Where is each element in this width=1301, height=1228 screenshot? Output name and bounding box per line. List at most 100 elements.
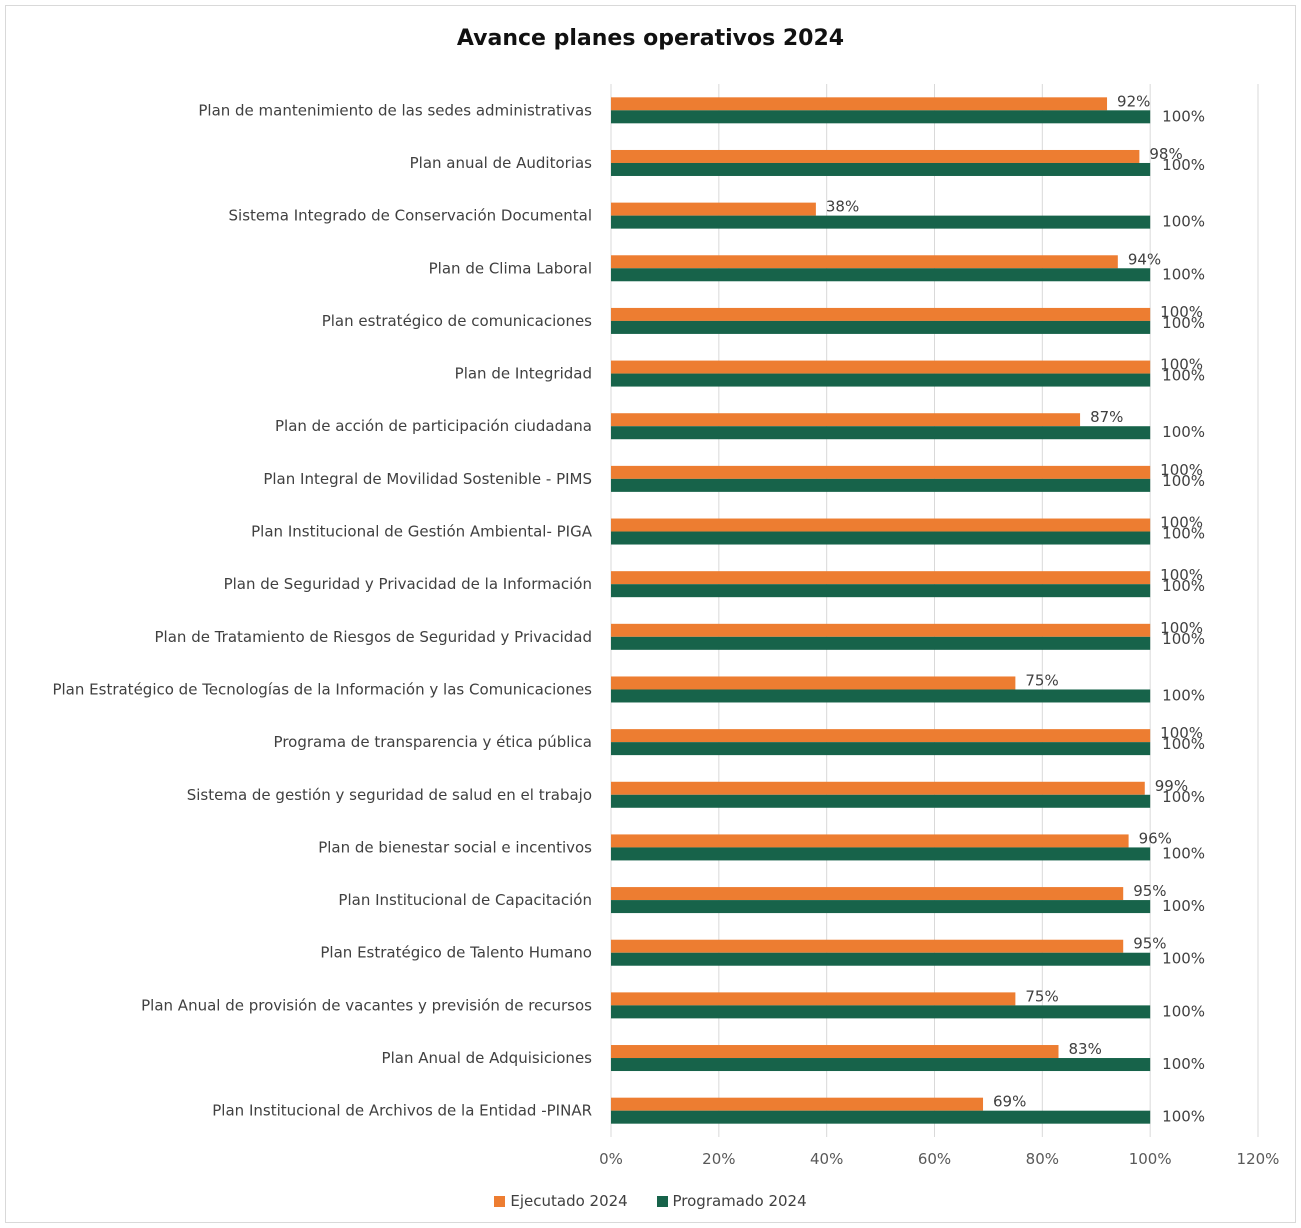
- bar-programado-4: [611, 320, 1151, 334]
- value-label-programado-10: 100%: [1162, 630, 1205, 648]
- bar-programado-16: [611, 952, 1151, 966]
- x-tick-label-0: 0%: [599, 1150, 623, 1168]
- bar-ejecutado-19: [611, 1097, 984, 1111]
- category-label-0: Plan de mantenimiento de las sedes admin…: [198, 101, 592, 119]
- bar-programado-14: [611, 847, 1151, 861]
- legend-item-programado: Programado 2024: [656, 1191, 807, 1210]
- category-label-12: Programa de transparencia y ética públic…: [274, 733, 592, 751]
- bar-ejecutado-18: [611, 1045, 1059, 1059]
- value-label-programado-13: 100%: [1162, 788, 1205, 806]
- value-label-programado-8: 100%: [1162, 525, 1205, 543]
- bar-ejecutado-15: [611, 887, 1124, 901]
- bar-ejecutado-7: [611, 465, 1151, 479]
- x-tick-label-4: 80%: [1026, 1150, 1059, 1168]
- value-label-programado-14: 100%: [1162, 844, 1205, 862]
- legend-swatch-programado: [656, 1195, 668, 1207]
- value-label-ejecutado-14: 96%: [1139, 829, 1172, 847]
- value-label-programado-15: 100%: [1162, 897, 1205, 915]
- category-label-2: Sistema Integrado de Conservación Docume…: [229, 207, 592, 225]
- bar-ejecutado-9: [611, 571, 1151, 585]
- x-tick-label-6: 120%: [1237, 1150, 1280, 1168]
- bar-programado-0: [611, 110, 1151, 124]
- value-label-programado-3: 100%: [1162, 265, 1205, 283]
- bar-programado-2: [611, 215, 1151, 229]
- value-label-programado-2: 100%: [1162, 213, 1205, 231]
- bar-ejecutado-16: [611, 939, 1124, 953]
- bar-ejecutado-13: [611, 781, 1145, 795]
- x-tick-label-1: 20%: [702, 1150, 735, 1168]
- category-label-11: Plan Estratégico de Tecnologías de la In…: [52, 680, 592, 698]
- x-tick-label-3: 60%: [918, 1150, 951, 1168]
- category-label-5: Plan de Integridad: [455, 365, 592, 383]
- value-label-ejecutado-13: 99%: [1155, 777, 1188, 795]
- bar-ejecutado-10: [611, 623, 1151, 637]
- bar-programado-3: [611, 268, 1151, 282]
- category-label-7: Plan Integral de Movilidad Sostenible - …: [263, 470, 592, 488]
- value-label-ejecutado-17: 75%: [1025, 987, 1058, 1005]
- value-label-programado-18: 100%: [1162, 1055, 1205, 1073]
- value-label-ejecutado-6: 87%: [1090, 408, 1123, 426]
- value-label-programado-1: 100%: [1162, 156, 1205, 174]
- bar-ejecutado-14: [611, 834, 1129, 848]
- value-label-ejecutado-2: 38%: [826, 198, 859, 216]
- legend-label-ejecutado: Ejecutado 2024: [510, 1191, 628, 1210]
- category-label-16: Plan Estratégico de Talento Humano: [320, 944, 592, 962]
- value-label-programado-16: 100%: [1162, 950, 1205, 968]
- category-label-3: Plan de Clima Laboral: [429, 259, 592, 277]
- value-label-ejecutado-7: 100%: [1160, 461, 1203, 479]
- bar-programado-18: [611, 1058, 1151, 1072]
- category-label-9: Plan de Seguridad y Privacidad de la Inf…: [224, 575, 592, 593]
- bar-programado-6: [611, 426, 1151, 440]
- value-label-ejecutado-0: 92%: [1117, 92, 1150, 110]
- value-label-programado-4: 100%: [1162, 314, 1205, 332]
- value-label-ejecutado-10: 100%: [1160, 619, 1203, 637]
- bar-programado-10: [611, 636, 1151, 650]
- bar-ejecutado-2: [611, 202, 816, 216]
- bar-programado-1: [611, 162, 1151, 176]
- category-label-14: Plan de bienestar social e incentivos: [318, 838, 592, 856]
- value-label-ejecutado-8: 100%: [1160, 514, 1203, 532]
- value-label-programado-17: 100%: [1162, 1002, 1205, 1020]
- value-label-ejecutado-18: 83%: [1069, 1040, 1102, 1058]
- value-label-ejecutado-15: 95%: [1133, 882, 1166, 900]
- category-label-10: Plan de Tratamiento de Riesgos de Seguri…: [155, 628, 592, 646]
- bar-programado-7: [611, 478, 1151, 492]
- x-tick-label-2: 40%: [810, 1150, 843, 1168]
- value-label-programado-12: 100%: [1162, 735, 1205, 753]
- category-label-17: Plan Anual de provisión de vacantes y pr…: [141, 996, 592, 1014]
- bar-ejecutado-5: [611, 360, 1151, 374]
- bar-programado-15: [611, 900, 1151, 914]
- bar-programado-11: [611, 689, 1151, 703]
- legend-item-ejecutado: Ejecutado 2024: [494, 1191, 628, 1210]
- bar-programado-19: [611, 1110, 1151, 1124]
- bar-ejecutado-11: [611, 676, 1016, 690]
- bar-programado-5: [611, 373, 1151, 387]
- value-label-programado-6: 100%: [1162, 423, 1205, 441]
- chart-title: Avance planes operativos 2024: [456, 26, 845, 51]
- bar-programado-13: [611, 794, 1151, 808]
- category-label-15: Plan Institucional de Capacitación: [338, 891, 592, 909]
- category-label-1: Plan anual de Auditorias: [410, 154, 593, 172]
- bar-programado-17: [611, 1005, 1151, 1019]
- bar-ejecutado-12: [611, 729, 1151, 743]
- value-label-ejecutado-3: 94%: [1128, 250, 1161, 268]
- value-label-ejecutado-19: 69%: [993, 1093, 1026, 1111]
- legend-label-programado: Programado 2024: [672, 1191, 807, 1210]
- value-label-ejecutado-12: 100%: [1160, 724, 1203, 742]
- value-label-ejecutado-1: 98%: [1149, 145, 1182, 163]
- bar-programado-12: [611, 742, 1151, 756]
- value-label-ejecutado-16: 95%: [1133, 935, 1166, 953]
- bar-ejecutado-17: [611, 992, 1016, 1006]
- value-label-ejecutado-4: 100%: [1160, 303, 1203, 321]
- value-label-programado-9: 100%: [1162, 577, 1205, 595]
- value-label-ejecutado-9: 100%: [1160, 566, 1203, 584]
- value-label-programado-5: 100%: [1162, 367, 1205, 385]
- x-tick-label-5: 100%: [1129, 1150, 1172, 1168]
- bar-ejecutado-0: [611, 97, 1108, 111]
- legend-swatch-ejecutado: [494, 1195, 506, 1207]
- bar-ejecutado-4: [611, 307, 1151, 321]
- category-label-18: Plan Anual de Adquisiciones: [382, 1049, 593, 1067]
- category-label-13: Sistema de gestión y seguridad de salud …: [187, 786, 592, 804]
- bar-ejecutado-1: [611, 149, 1140, 163]
